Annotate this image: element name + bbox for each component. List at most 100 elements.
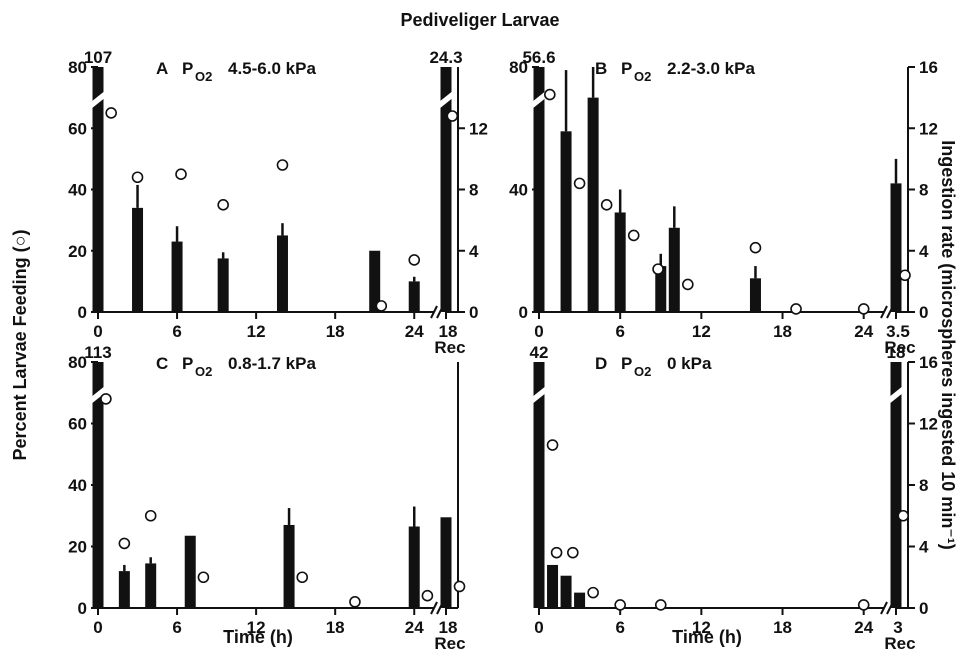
feeding-point [682, 278, 694, 291]
left-tick-label: 40 [68, 181, 87, 200]
bar [668, 227, 680, 312]
feeding-point [897, 509, 910, 522]
feeding-point [276, 159, 289, 171]
left-tick-label: 60 [68, 119, 87, 138]
feeding-point [857, 599, 870, 611]
right-tick-label: 16 [919, 353, 938, 372]
x-tick-label: 6 [615, 322, 624, 341]
right-tick-label: 8 [919, 181, 928, 200]
feeding-point [100, 393, 112, 405]
right-tick-label: 8 [469, 181, 478, 200]
bar [574, 592, 586, 608]
feeding-point [550, 546, 563, 559]
bar [171, 241, 183, 312]
feeding-point [453, 580, 466, 593]
bar-value-label: 42 [530, 343, 549, 362]
x-tick-label: 12 [692, 618, 711, 637]
left-tick-label: 80 [68, 58, 87, 77]
bar-value-label: 113 [84, 343, 111, 362]
right-tick-label: 12 [919, 119, 938, 138]
feeding-point [627, 229, 640, 242]
condition-subscript: O2 [634, 69, 651, 84]
panel-letter: C [156, 354, 168, 373]
right-tick-label: 0 [469, 303, 478, 322]
x-tick-label: 18 [773, 618, 792, 637]
feeding-point [614, 599, 626, 611]
bar [749, 278, 761, 312]
bar [533, 67, 545, 312]
axis-break-mark [430, 601, 438, 615]
bar [283, 524, 295, 608]
bar [560, 131, 572, 312]
x-axis-title-left: Time (h) [223, 627, 293, 647]
x-tick-label: 24 [405, 322, 424, 341]
feeding-point [131, 171, 144, 184]
feeding-point [217, 199, 229, 211]
x-tick-label: 18 [773, 322, 792, 341]
x-tick-label: 0 [534, 322, 543, 341]
left-tick-label: 60 [68, 415, 87, 434]
feeding-point [105, 107, 117, 119]
feeding-point [790, 303, 802, 315]
bar [118, 571, 130, 608]
rec-tick-label: 18 [439, 618, 458, 637]
bar-value-label: 24.3 [429, 48, 462, 67]
condition-subscript: O2 [195, 364, 212, 379]
condition-range: 2.2-3.0 kPa [667, 59, 755, 78]
left-tick-label: 20 [68, 538, 87, 557]
bar [92, 362, 104, 608]
feeding-point [296, 571, 309, 584]
feeding-point [857, 303, 870, 315]
axis-break-mark [880, 601, 888, 615]
bar [217, 258, 229, 312]
right-tick-label: 0 [919, 303, 928, 322]
x-tick-label: 0 [93, 322, 102, 341]
bar [614, 212, 626, 312]
left-tick-label: 20 [68, 242, 87, 261]
bar [533, 362, 545, 608]
bar-break-mark [90, 90, 106, 110]
feeding-point [421, 589, 434, 602]
right-tick-label: 12 [919, 415, 938, 434]
rec-tick-label: 18 [439, 322, 458, 341]
left-tick-label: 0 [78, 599, 87, 618]
x-tick-label: 18 [326, 322, 345, 341]
feeding-point [600, 199, 613, 211]
bar [145, 563, 157, 608]
right-tick-label: 12 [469, 119, 488, 138]
panel-letter: B [595, 59, 607, 78]
left-y-axis-title: Percent Larvae Feeding (○) [10, 230, 30, 461]
right-tick-label: 8 [919, 476, 928, 495]
panel-letter: A [156, 59, 168, 78]
condition-symbol: P [621, 59, 632, 78]
condition-symbol: P [182, 354, 193, 373]
bar [560, 575, 572, 608]
x-tick-label: 6 [172, 322, 181, 341]
condition-subscript: O2 [195, 69, 212, 84]
feeding-point [446, 110, 459, 122]
bar [440, 67, 452, 312]
left-tick-label: 0 [519, 303, 528, 322]
bar-value-label: 107 [84, 48, 112, 67]
x-tick-label: 0 [534, 618, 543, 637]
bar-break-mark [438, 90, 454, 110]
feeding-point [197, 571, 210, 584]
feeding-point [175, 168, 187, 180]
feeding-point [544, 88, 556, 101]
feeding-point [546, 439, 559, 451]
bar [890, 362, 902, 608]
bar [132, 207, 144, 312]
condition-symbol: P [621, 354, 632, 373]
feeding-point [144, 509, 157, 522]
left-tick-label: 80 [509, 58, 528, 77]
feeding-point [118, 537, 131, 550]
x-tick-label: 12 [247, 322, 266, 341]
rec-label: Rec [434, 634, 465, 652]
axis-break-mark [430, 305, 438, 319]
feeding-point [652, 263, 664, 275]
condition-symbol: P [182, 59, 193, 78]
